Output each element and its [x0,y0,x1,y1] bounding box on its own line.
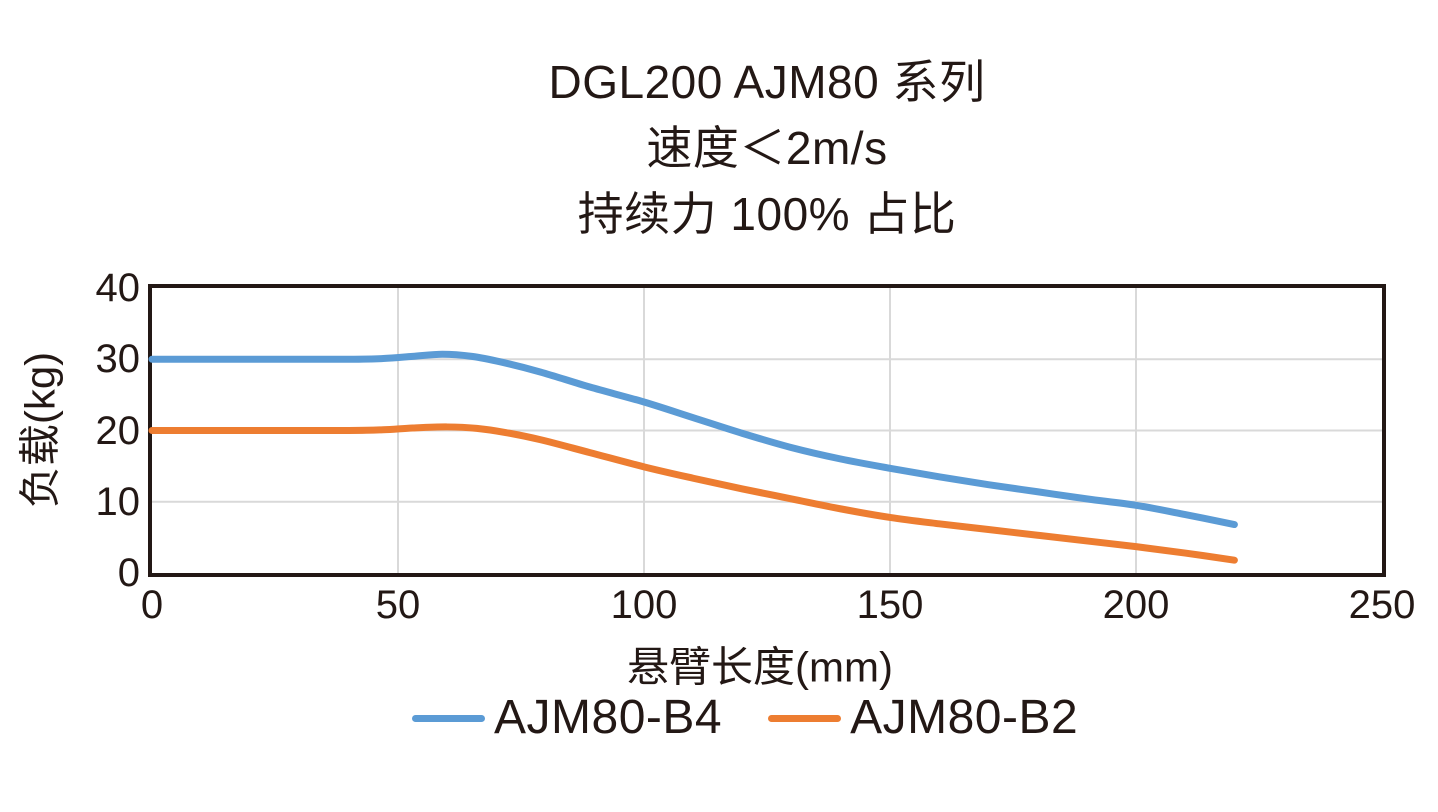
series-line-ajm80-b2 [148,423,1238,564]
legend-item-ajm80-b2: AJM80-B2 [768,694,1078,742]
chart-subtitle-duty: 持续力 100% 占比 [577,188,957,240]
chart-title: DGL200 AJM80 系列 [548,56,986,108]
plot-svg [148,288,1382,573]
x-tick-label: 250 [1348,583,1416,627]
legend-item-ajm80-b4: AJM80-B4 [412,694,722,742]
y-tick-label: 40 [95,266,141,310]
legend-line-swatch [768,714,842,722]
y-axis-title: 负载(kg) [16,351,64,509]
x-tick-label: 200 [1102,583,1170,627]
chart-title-block: DGL200 AJM80 系列 速度＜2m/s 持续力 100% 占比 [152,49,1382,247]
y-tick-label: 10 [95,479,141,524]
x-tick-label: 0 [140,583,164,627]
plot-area [148,284,1386,577]
x-axis-title: 悬臂长度(mm) [627,643,893,691]
x-tick-label: 150 [856,583,924,627]
y-tick-label: 0 [117,551,140,595]
chart-subtitle-speed: 速度＜2m/s [646,122,888,174]
x-tick-label: 100 [610,583,678,627]
series-line-ajm80-b4 [148,350,1238,529]
legend: AJM80-B4 AJM80-B2 [412,692,1078,744]
y-tick-label: 30 [95,337,141,382]
y-tick-label: 20 [95,408,141,453]
legend-label: AJM80-B2 [850,691,1079,744]
legend-label: AJM80-B4 [494,691,723,744]
x-tick-label: 50 [375,583,421,627]
legend-line-swatch [412,714,485,722]
